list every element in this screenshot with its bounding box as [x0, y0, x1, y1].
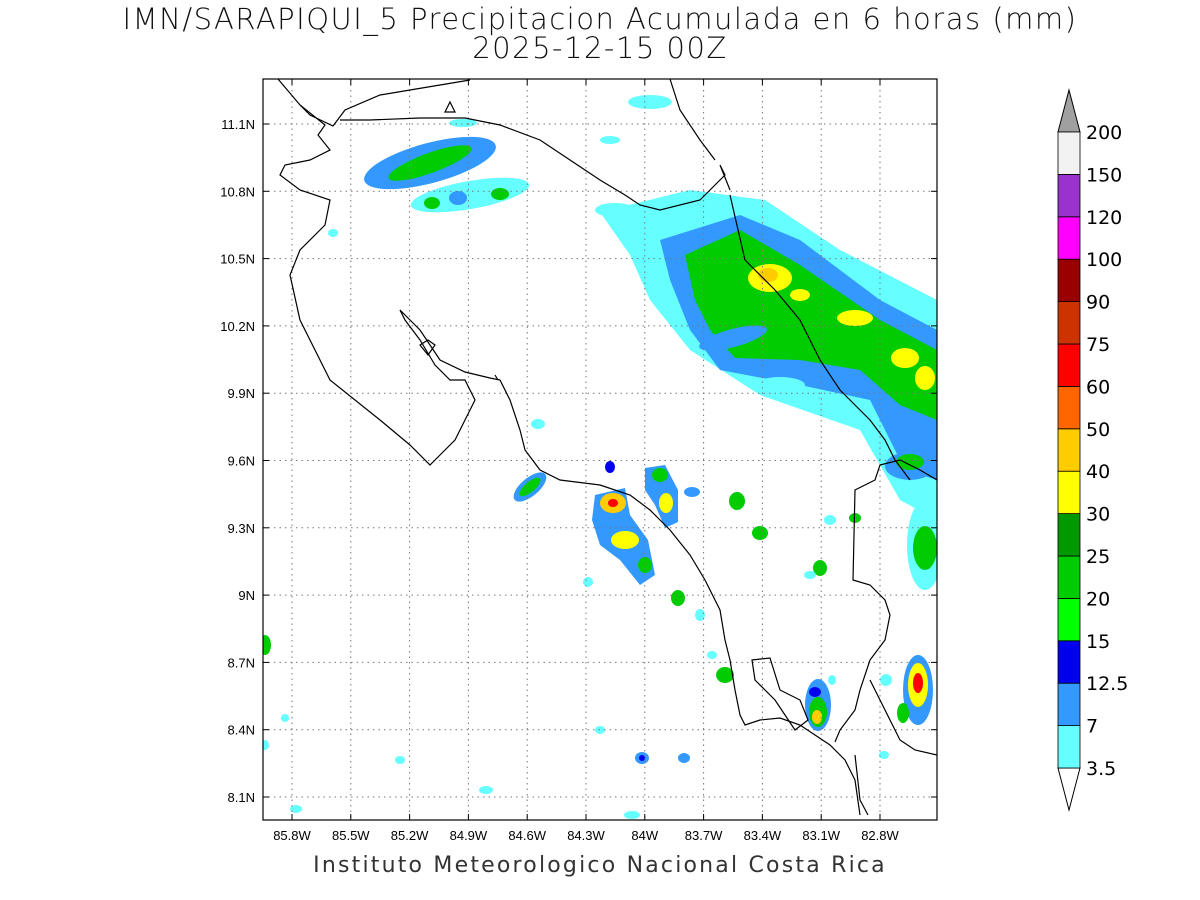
- colorbar-label: 75: [1086, 334, 1110, 356]
- lon-tick-label: 82.8W: [861, 828, 899, 843]
- colorbar-label: 90: [1086, 292, 1110, 314]
- lat-tick-label: 9.9N: [228, 386, 255, 401]
- colorbar-label: 100: [1086, 249, 1122, 271]
- lon-tick-label: 85.5W: [332, 828, 370, 843]
- colorbar-label: 200: [1086, 122, 1122, 144]
- lon-tick-label: 84W: [631, 828, 658, 843]
- lat-tick-label: 10.5N: [220, 252, 255, 267]
- colorbar-swatch: [1057, 555, 1081, 599]
- lat-tick-label: 8.1N: [228, 790, 255, 805]
- lat-tick-label: 9.3N: [228, 521, 255, 536]
- colorbar-over-triangle: [1057, 88, 1081, 133]
- precipitation-field: [263, 95, 937, 819]
- colorbar-under-triangle: [1057, 767, 1081, 812]
- colorbar-label: 30: [1086, 504, 1110, 526]
- lon-tick-label: 85.2W: [391, 828, 429, 843]
- colorbar-label: 12.5: [1086, 673, 1128, 695]
- map-gridlines: [263, 79, 937, 820]
- colorbar-label: 120: [1086, 207, 1122, 229]
- lon-tick-label: 83.4W: [744, 828, 782, 843]
- colorbar-swatch: [1057, 216, 1081, 260]
- lon-tick-label: 84.3W: [567, 828, 605, 843]
- colorbar-swatch: [1057, 173, 1081, 218]
- colorbar-label: 60: [1086, 376, 1110, 398]
- lat-tick-label: 10.8N: [220, 184, 255, 199]
- colorbar-swatch: [1057, 470, 1081, 515]
- colorbar-swatch: [1057, 513, 1081, 557]
- lat-tick-label: 8.4N: [228, 723, 255, 738]
- colorbar-swatch: [1057, 640, 1081, 684]
- lat-tick-label: 11.1N: [221, 117, 255, 132]
- colorbar-label: 3.5: [1086, 758, 1116, 780]
- lat-tick-label: 9.6N: [228, 454, 255, 469]
- colorbar-label: 40: [1086, 461, 1110, 483]
- lat-tick-label: 10.2N: [220, 319, 255, 334]
- lon-tick-label: 85.8W: [273, 828, 311, 843]
- lon-tick-label: 83.1W: [802, 828, 840, 843]
- map-frame: [262, 78, 938, 821]
- colorbar-swatch: [1057, 682, 1081, 727]
- colorbar-swatch: [1057, 258, 1081, 303]
- lat-tick-label: 8.7N: [228, 655, 255, 670]
- colorbar-label: 7: [1086, 716, 1098, 738]
- lon-tick-label: 84.6W: [508, 828, 546, 843]
- footer-credit: Instituto Meteorologico Nacional Costa R…: [313, 853, 887, 878]
- colorbar-label: 150: [1086, 164, 1122, 186]
- colorbar-label: 50: [1086, 419, 1110, 441]
- colorbar-swatch: [1057, 301, 1081, 345]
- map-valid-time: 2025-12-15 00Z: [472, 31, 728, 65]
- lon-tick-label: 84.9W: [450, 828, 488, 843]
- colorbar-swatch: [1057, 428, 1081, 472]
- colorbar-swatch: [1057, 131, 1081, 175]
- lon-tick-label: 83.7W: [685, 828, 723, 843]
- latitude-axis: 11.1N 10.8N 10.5N 10.2N 9.9N 9.6N 9.3N 9N 8.7N 8.…: [220, 117, 937, 805]
- colorbar-swatch: [1057, 725, 1081, 769]
- colorbar-swatch: [1057, 598, 1081, 642]
- lat-tick-label: 9N: [238, 588, 255, 603]
- colorbar-legend: 3.5 7 12.5 15 20 25 30 40 50 60 75 90 100 120 150 200: [1057, 88, 1128, 812]
- colorbar-swatch: [1057, 385, 1081, 430]
- colorbar-label: 25: [1086, 546, 1110, 568]
- map-title: IMN/SARAPIQUI_5 Precipitacion Acumulada …: [122, 2, 1078, 36]
- longitude-axis: 85.8W 85.5W 85.2W 84.9W 84.6W 84.3W 84W 83.7W 83…: [273, 79, 900, 843]
- colorbar-swatch: [1057, 343, 1081, 387]
- colorbar-label: 20: [1086, 588, 1110, 610]
- colorbar-label: 15: [1086, 631, 1110, 653]
- coastline-borders: [277, 79, 937, 816]
